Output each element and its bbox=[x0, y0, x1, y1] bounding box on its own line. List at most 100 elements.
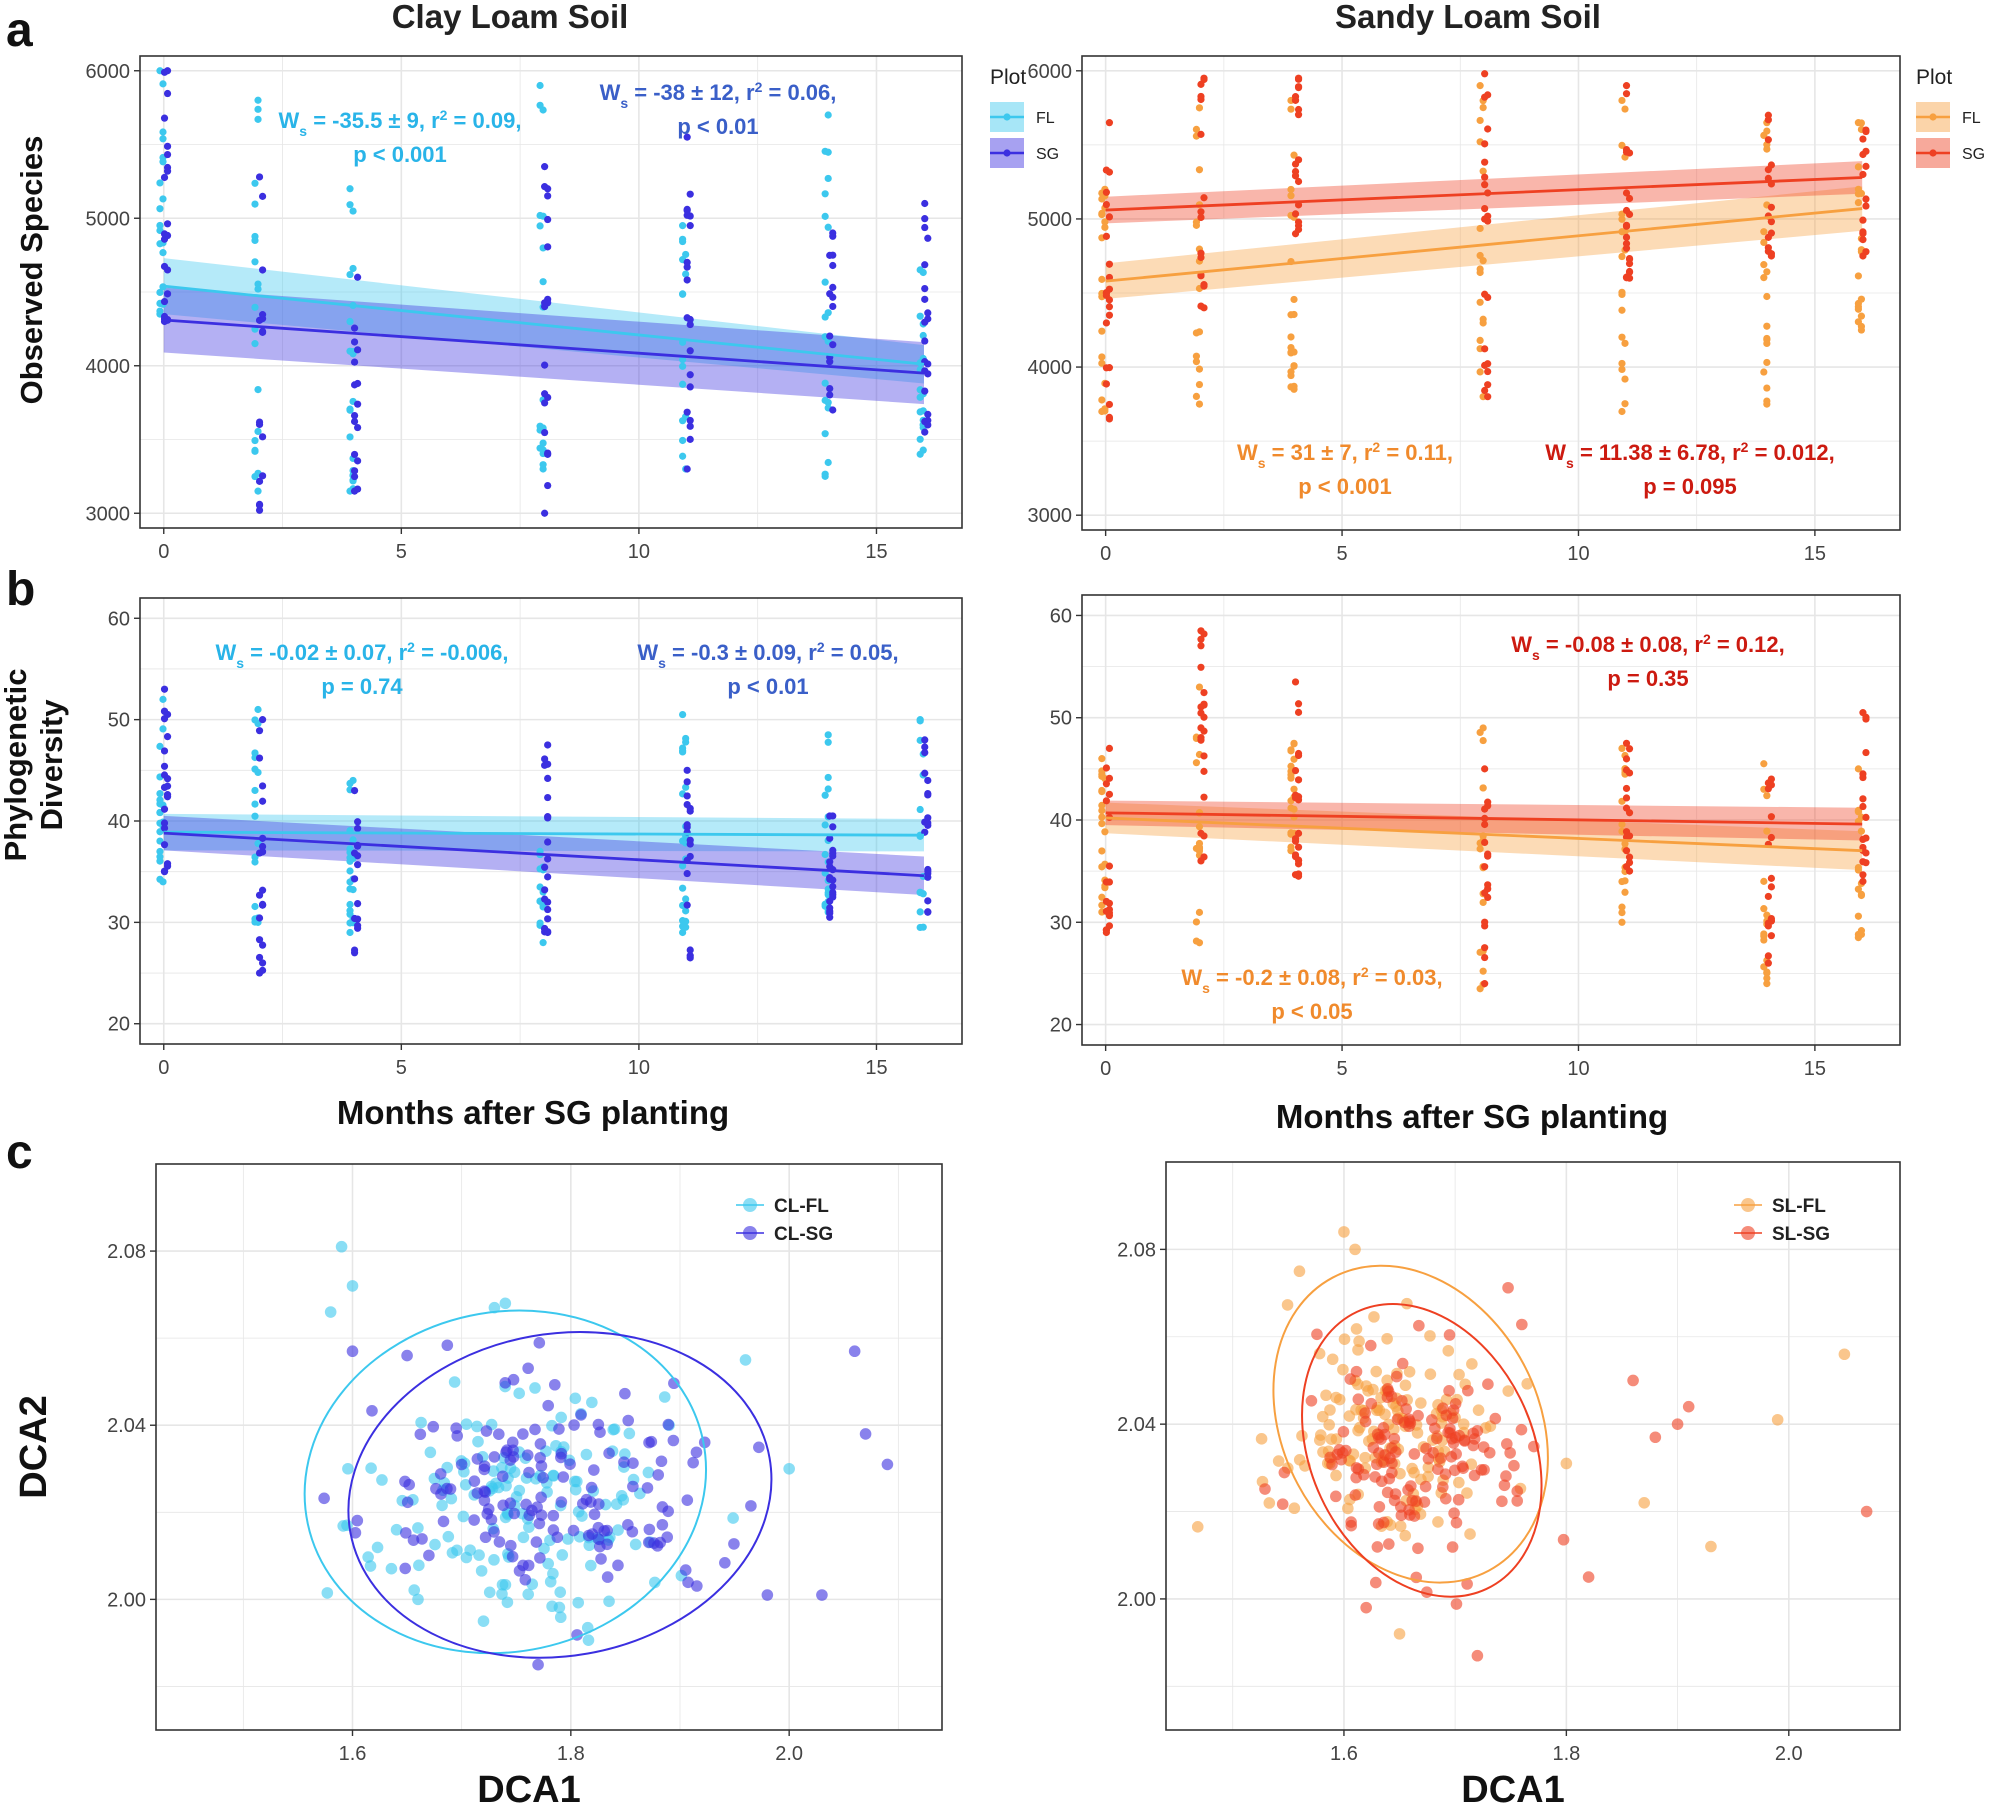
data-point-SG bbox=[1484, 850, 1492, 858]
dca-point-CL-SG bbox=[575, 1409, 587, 1421]
data-point-FL bbox=[536, 422, 544, 430]
data-point-SG bbox=[686, 952, 694, 960]
data-point-SG bbox=[683, 869, 691, 878]
dca-point-SL-FL bbox=[1342, 1502, 1354, 1515]
data-point-FL bbox=[1854, 866, 1862, 874]
data-point-FL bbox=[682, 895, 690, 903]
data-point-FL bbox=[1618, 333, 1626, 341]
dca-point-SL-FL bbox=[1191, 1521, 1204, 1533]
data-point-FL bbox=[916, 805, 924, 814]
data-point-SG bbox=[258, 966, 267, 974]
data-point-SG bbox=[160, 841, 169, 849]
data-point-SG bbox=[1105, 296, 1114, 304]
data-point-SG bbox=[1862, 748, 1870, 757]
dca-point-CL-SG bbox=[619, 1387, 631, 1400]
data-point-SG bbox=[921, 215, 929, 223]
data-point-FL bbox=[1618, 918, 1626, 926]
fit-annotation-pvalue: p < 0.01 bbox=[677, 114, 758, 139]
y-tick-label: 50 bbox=[1050, 708, 1072, 730]
data-point-FL bbox=[1760, 228, 1768, 236]
dca-point-SL-FL bbox=[1349, 1243, 1361, 1256]
dca-point-SL-FL bbox=[1379, 1408, 1391, 1421]
dca-point-CL-SG bbox=[506, 1550, 519, 1563]
dca-point-CL-FL bbox=[538, 1542, 550, 1555]
data-point-SG bbox=[544, 774, 552, 783]
data-point-SG bbox=[924, 819, 932, 827]
dca-point-CL-FL bbox=[555, 1411, 567, 1424]
data-point-SG bbox=[683, 133, 691, 141]
dca-point-CL-FL bbox=[556, 1549, 569, 1561]
data-point-FL bbox=[1763, 336, 1771, 344]
data-point-SG bbox=[160, 707, 169, 715]
dca-point-CL-SG bbox=[537, 1471, 549, 1484]
data-point-FL bbox=[539, 939, 547, 947]
dca-point-CL-SG bbox=[648, 1537, 660, 1549]
dca-point-SL-FL bbox=[1323, 1419, 1335, 1431]
y-tick-label: 4000 bbox=[86, 356, 131, 378]
data-point-FL bbox=[1854, 163, 1862, 171]
data-point-FL bbox=[1098, 801, 1106, 809]
dca-point-SL-SG bbox=[1349, 1489, 1362, 1501]
data-point-FL bbox=[824, 309, 832, 317]
data-point-SG bbox=[921, 261, 929, 269]
dca-point-SL-SG bbox=[1430, 1432, 1443, 1445]
data-point-SG bbox=[1102, 166, 1110, 174]
dca-point-CL-SG bbox=[478, 1460, 491, 1472]
fit-line-SG bbox=[1105, 176, 1863, 212]
dca-point-SL-FL bbox=[1352, 1344, 1364, 1356]
dca-point-CL-SG bbox=[401, 1349, 413, 1362]
data-point-SG bbox=[1625, 194, 1634, 203]
data-point-FL bbox=[1476, 116, 1484, 125]
data-point-FL bbox=[1192, 937, 1201, 945]
data-point-FL bbox=[1192, 358, 1201, 366]
data-point-FL bbox=[1479, 736, 1487, 745]
data-point-FL bbox=[251, 858, 259, 866]
y-tick-label: 2.04 bbox=[1117, 1414, 1156, 1436]
dca-point-SL-SG bbox=[1504, 1447, 1516, 1459]
data-point-SG bbox=[683, 792, 691, 800]
data-point-SG bbox=[1859, 216, 1867, 224]
dca-point-SL-SG bbox=[1448, 1464, 1461, 1477]
data-point-FL bbox=[159, 80, 167, 88]
dca-point-CL-SG bbox=[493, 1536, 506, 1548]
data-point-FL bbox=[1287, 185, 1295, 194]
data-point-FL bbox=[159, 135, 167, 143]
dca-point-SL-SG bbox=[1405, 1480, 1417, 1492]
dca-point-CL-SG bbox=[488, 1451, 501, 1463]
x-tick-label: 5 bbox=[1336, 543, 1347, 565]
data-point-SG bbox=[1622, 244, 1631, 252]
dca-point-CL-SG bbox=[567, 1524, 580, 1537]
dca-point-CL-FL bbox=[501, 1596, 514, 1609]
data-point-SG bbox=[541, 863, 549, 871]
data-point-FL bbox=[1476, 251, 1484, 260]
dca-point-SL-SG bbox=[1326, 1458, 1338, 1471]
dca-point-CL-SG bbox=[626, 1525, 639, 1538]
x-tick-label: 0 bbox=[158, 1057, 169, 1079]
data-point-SG bbox=[350, 786, 359, 795]
dca-point-SL-SG bbox=[1445, 1451, 1458, 1463]
data-point-SG bbox=[1294, 105, 1303, 114]
data-point-FL bbox=[1763, 358, 1771, 367]
dca-point-SL-FL bbox=[1352, 1424, 1364, 1437]
data-point-FL bbox=[1479, 967, 1487, 975]
data-point-FL bbox=[1763, 322, 1771, 330]
data-point-SG bbox=[1105, 311, 1114, 319]
dca-point-SL-FL bbox=[1337, 1363, 1349, 1376]
data-point-FL bbox=[251, 800, 259, 808]
data-point-SG bbox=[1294, 84, 1303, 92]
data-point-SG bbox=[686, 807, 694, 815]
data-point-FL bbox=[1618, 365, 1626, 374]
data-point-SG bbox=[354, 423, 362, 432]
dca-point-SL-SG bbox=[1471, 1425, 1484, 1437]
data-point-FL bbox=[346, 317, 354, 326]
plot-border bbox=[1081, 55, 1901, 531]
data-point-SG bbox=[686, 347, 694, 355]
data-point-SG bbox=[1859, 150, 1867, 159]
data-point-FL bbox=[679, 884, 687, 892]
x-tick-label: 0 bbox=[1100, 543, 1111, 565]
dca-point-CL-SG bbox=[655, 1455, 668, 1468]
plot-border bbox=[1165, 1161, 1901, 1731]
chart-panel-c-sandy: 1.6 1.8 2.0 2.00 2.04 2.08 SL-FL SL-SG DCA1 bbox=[1117, 1161, 1901, 1805]
data-point-SG bbox=[160, 819, 169, 827]
data-point-SG bbox=[683, 778, 691, 786]
